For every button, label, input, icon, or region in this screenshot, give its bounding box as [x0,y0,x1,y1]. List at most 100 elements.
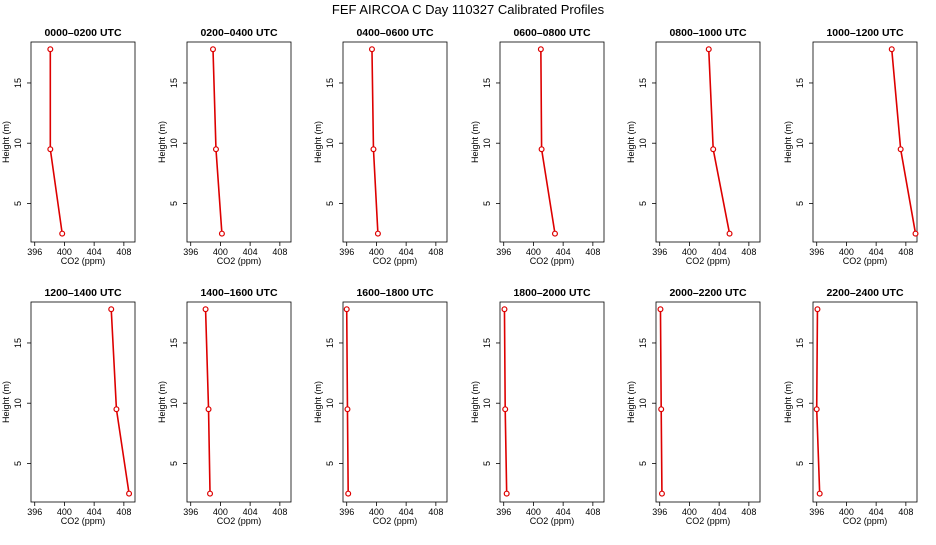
panel-title: 0200–0400 UTC [200,27,277,39]
panel-title: 1000–1200 UTC [826,27,903,39]
y-axis-label: Height (m) [470,121,480,163]
profile-point [502,406,509,413]
plot-frame [499,301,605,503]
profile-point [813,406,820,413]
y-axis-label: Height (m) [1,121,11,163]
y-tick-label: 15 [638,78,648,88]
x-tick-label: 396 [652,247,667,257]
y-axis-label: Height (m) [313,121,323,163]
profile-point [344,406,351,413]
panel-7: 1200–1400 UTC 396 400 404 408 5 10 15 CO2 (ppm) H… [1,287,136,526]
panel-6: 1000–1200 UTC 396 400 404 408 5 10 15 CO2 (ppm) H… [783,27,919,266]
x-tick-label: 408 [585,507,600,517]
profile-point [551,230,558,237]
x-axis-label: CO2 (ppm) [61,516,106,526]
panel-8: 1400–1600 UTC 396 400 404 408 5 10 15 CO2 (ppm) H… [157,287,292,526]
panel-title: 2000–2200 UTC [669,287,746,299]
x-tick-label: 404 [399,507,414,517]
x-tick-label: 408 [741,247,756,257]
y-tick-label: 15 [482,338,492,348]
x-tick-label: 404 [243,247,258,257]
x-tick-label: 404 [399,247,414,257]
x-tick-label: 404 [556,507,571,517]
x-axis-label: CO2 (ppm) [217,256,262,266]
x-tick-label: 408 [741,507,756,517]
profile-point [47,46,54,53]
y-tick-label: 5 [795,461,805,466]
y-axis-label: Height (m) [157,121,167,163]
y-tick-label: 15 [325,78,335,88]
plot-frame [342,41,448,243]
profile-point [207,490,214,497]
profile-point [537,46,544,53]
profile-point [113,406,120,413]
x-tick-label: 396 [496,507,511,517]
panel-title: 1600–1800 UTC [356,287,433,299]
y-axis-label: Height (m) [783,121,793,163]
y-tick-label: 15 [169,78,179,88]
profile-point [658,490,665,497]
profile-point [343,306,350,313]
y-tick-label: 10 [795,138,805,148]
x-tick-label: 404 [87,507,102,517]
y-axis-label: Height (m) [783,381,793,423]
profile-line [345,309,349,494]
y-axis-label: Height (m) [1,381,11,423]
profile-point [726,230,733,237]
panel-9: 1600–1800 UTC 396 400 404 408 5 10 15 CO2 (ppm) H… [313,287,448,526]
y-tick-label: 10 [638,138,648,148]
x-axis-label: CO2 (ppm) [530,516,575,526]
x-tick-label: 396 [496,247,511,257]
x-axis-label: CO2 (ppm) [373,256,418,266]
x-axis-label: CO2 (ppm) [530,256,575,266]
plot-frame [30,301,136,503]
plot-frame [499,41,605,243]
x-tick-label: 408 [116,247,131,257]
panel-title: 0400–0600 UTC [356,27,433,39]
x-tick-label: 400 [213,507,228,517]
y-tick-label: 5 [325,201,335,206]
x-tick-label: 400 [839,507,854,517]
panel-1: 0000–0200 UTC 396 400 404 408 5 10 15 CO2 (ppm) H… [1,27,136,266]
x-tick-label: 396 [27,507,42,517]
panel-title: 0800–1000 UTC [669,27,746,39]
panel-4: 0600–0800 UTC 396 400 404 408 5 10 15 CO2 (ppm) H… [470,27,605,266]
x-tick-label: 396 [809,247,824,257]
profile-line [890,49,917,234]
y-tick-label: 10 [482,398,492,408]
y-tick-label: 10 [325,398,335,408]
x-tick-label: 396 [652,507,667,517]
y-tick-label: 10 [13,138,23,148]
y-tick-label: 10 [638,398,648,408]
x-tick-label: 396 [339,247,354,257]
panel-title: 1200–1400 UTC [44,287,121,299]
y-tick-label: 15 [795,78,805,88]
profile-point [210,46,217,53]
x-tick-label: 408 [898,507,913,517]
x-tick-label: 400 [369,507,384,517]
y-tick-label: 10 [169,398,179,408]
x-tick-label: 408 [898,247,913,257]
profile-line [815,309,821,494]
y-tick-label: 15 [13,78,23,88]
x-axis-label: CO2 (ppm) [686,516,731,526]
profile-line [503,309,508,494]
profile-point [501,306,508,313]
profile-point [345,490,352,497]
x-tick-label: 404 [87,247,102,257]
x-tick-label: 400 [682,507,697,517]
y-tick-label: 5 [13,201,23,206]
panel-12: 2200–2400 UTC 396 400 404 408 5 10 15 CO2 (ppm) H… [783,287,918,526]
profile-point [814,306,821,313]
panel-title: 1800–2000 UTC [513,287,590,299]
x-tick-label: 400 [526,247,541,257]
chart-title: FEF AIRCOA C Day 110327 Calibrated Profi… [332,2,605,17]
x-tick-label: 400 [526,507,541,517]
y-tick-label: 5 [638,201,648,206]
profile-point [202,306,209,313]
x-tick-label: 404 [243,507,258,517]
profile-point [657,306,664,313]
panel-2: 0200–0400 UTC 396 400 404 408 5 10 15 CO2 (ppm) H… [157,27,292,266]
profile-line [110,309,130,494]
profile-point [370,146,377,153]
